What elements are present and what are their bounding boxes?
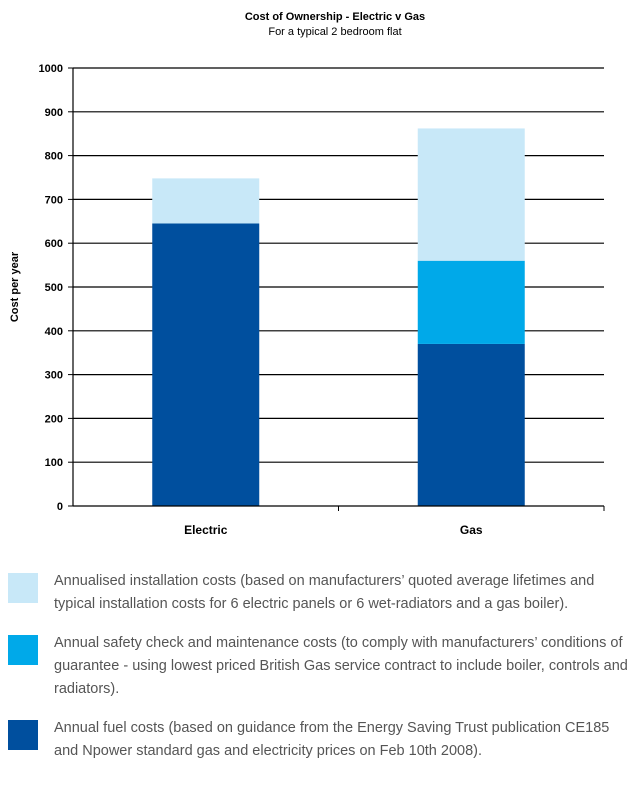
- chart: Cost of Ownership - Electric v Gas For a…: [9, 11, 605, 537]
- bar-gas-installation: [417, 128, 525, 261]
- legend-item-safety: Annual safety check and maintenance cost…: [8, 632, 628, 701]
- legend-text-safety: Annual safety check and maintenance cost…: [54, 635, 628, 697]
- y-axis-label: Cost per year: [9, 251, 21, 322]
- legend-item-installation: Annualised installation costs (based on …: [8, 570, 628, 616]
- chart-title: Cost of Ownership - Electric v Gas: [245, 11, 425, 23]
- y-tick-label-100: 100: [45, 457, 63, 469]
- y-tick-label-1000: 1000: [39, 63, 63, 75]
- bars: [152, 128, 525, 507]
- y-tick-label-0: 0: [57, 501, 63, 513]
- legend-swatch-fuel: [8, 720, 38, 750]
- y-tick-label-400: 400: [45, 326, 63, 338]
- legend-swatch-installation: [8, 573, 38, 603]
- y-tick-label-900: 900: [45, 107, 63, 119]
- y-tick-label-200: 200: [45, 413, 63, 425]
- y-tick-label-800: 800: [45, 151, 63, 163]
- y-tick-label-700: 700: [45, 194, 63, 206]
- bar-electric-fuel: [152, 223, 260, 507]
- bar-gas-fuel: [417, 343, 525, 506]
- y-tick-label-600: 600: [45, 238, 63, 250]
- bar-gas-safety: [417, 260, 525, 344]
- legend-swatch-safety: [8, 635, 38, 665]
- bar-electric-installation: [152, 178, 260, 224]
- y-tick-labels: 0 100 200 300 400 500 600 700 800 900 1000: [39, 63, 63, 513]
- chart-subtitle: For a typical 2 bedroom flat: [268, 26, 401, 38]
- legend: Annualised installation costs (based on …: [8, 570, 628, 779]
- legend-item-fuel: Annual fuel costs (based on guidance fro…: [8, 717, 628, 763]
- x-tick-label-electric: Electric: [184, 523, 228, 537]
- x-tick-labels: Electric Gas: [184, 523, 483, 537]
- legend-text-installation: Annualised installation costs (based on …: [54, 573, 595, 612]
- y-tick-label-500: 500: [45, 282, 63, 294]
- y-tick-label-300: 300: [45, 370, 63, 382]
- axes: [68, 67, 605, 511]
- x-tick-label-gas: Gas: [460, 523, 483, 537]
- legend-text-fuel: Annual fuel costs (based on guidance fro…: [54, 720, 610, 759]
